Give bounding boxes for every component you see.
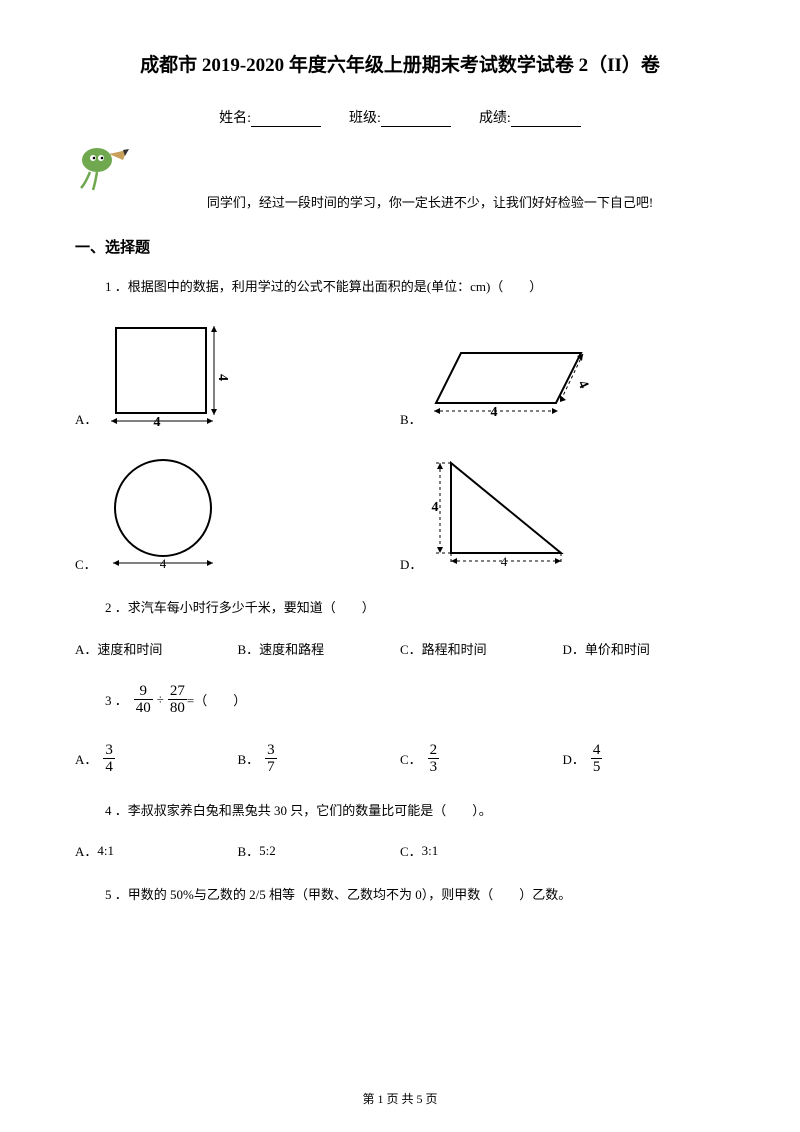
pencil-row: 同学们，经过一段时间的学习，你一定长进不少，让我们好好检验一下自己吧! [75, 142, 725, 211]
q2-opt-c: 路程和时间 [422, 639, 487, 658]
q2-opt-d: 单价和时间 [585, 639, 650, 658]
class-blank[interactable] [381, 113, 451, 127]
q3-opt-c-label: C． [400, 749, 422, 768]
q3-opt-a: 34 [103, 742, 115, 776]
name-label: 姓名: [219, 111, 251, 126]
fig-c-label: C． [75, 554, 97, 573]
svg-text:4: 4 [432, 500, 439, 515]
info-line: 姓名: 班级: 成绩: [75, 107, 725, 127]
name-blank[interactable] [251, 113, 321, 127]
q3-frac1: 940 [134, 683, 153, 717]
q3-opt-d: 45 [591, 742, 603, 776]
q2-opt-a-label: A． [75, 639, 97, 658]
q3-num: 3 ． [105, 690, 128, 709]
fig-b-label: B． [400, 409, 422, 428]
svg-text:4: 4 [574, 378, 591, 391]
q3-opt-b: 37 [265, 742, 277, 776]
svg-text:4: 4 [154, 415, 161, 428]
question-3: 3 ． 940 ÷ 2780 =（ ） [75, 683, 725, 717]
q3-frac2: 2780 [168, 683, 187, 717]
figure-a-square: 4 4 [101, 318, 231, 428]
page-footer: 第 1 页 共 5 页 [0, 1090, 800, 1107]
q3-opt-c: 23 [428, 742, 440, 776]
q2-opt-b: 速度和路程 [259, 639, 324, 658]
figures-row-2: C． 4 D． 4 4 [75, 453, 725, 573]
fig-d-label: D． [400, 554, 422, 573]
svg-text:4: 4 [490, 405, 497, 420]
q3-opt-d-label: D． [563, 749, 585, 768]
score-blank[interactable] [511, 113, 581, 127]
svg-text:4: 4 [159, 556, 166, 571]
q4-opt-c-label: C． [400, 841, 422, 860]
q4-options: A．4:1 B．5:2 C．3:1 [75, 841, 563, 860]
q2-opt-b-label: B． [238, 639, 260, 658]
q3-opt-b-label: B． [238, 749, 260, 768]
q2-opt-d-label: D． [563, 639, 585, 658]
q2-opt-a: 速度和时间 [97, 639, 162, 658]
question-2: 2 ．求汽车每小时行多少千米，要知道（ ） [75, 598, 725, 619]
q4-opt-a-label: A． [75, 841, 97, 860]
q4-opt-b: 5:2 [259, 843, 276, 859]
q4-opt-b-label: B． [238, 841, 260, 860]
q4-opt-c: 3:1 [422, 843, 439, 859]
question-4: 4 ．李叔叔家养白兔和黑兔共 30 只，它们的数量比可能是（ ）。 [75, 801, 725, 822]
fig-a-label: A． [75, 409, 97, 428]
section-heading-1: 一、选择题 [75, 236, 725, 257]
question-1: 1 ．根据图中的数据，利用学过的公式不能算出面积的是(单位：cm)（ ） [75, 277, 725, 298]
figure-b-parallelogram: 4 4 [426, 338, 596, 428]
figure-c-circle: 4 [101, 453, 231, 573]
figures-row-1: A． 4 4 B． 4 4 [75, 318, 725, 428]
q3-opt-a-label: A． [75, 749, 97, 768]
svg-text:4: 4 [501, 554, 508, 569]
question-5: 5 ．甲数的 50%与乙数的 2/5 相等（甲数、乙数均不为 0），则甲数（ ）… [75, 885, 725, 906]
q2-options: A．速度和时间 B．速度和路程 C．路程和时间 D．单价和时间 [75, 639, 725, 658]
class-label: 班级: [349, 111, 381, 126]
q2-opt-c-label: C． [400, 639, 422, 658]
svg-text:4: 4 [215, 374, 230, 381]
q3-options: A． 34 B． 37 C． 23 D． 45 [75, 742, 725, 776]
q3-tail: =（ ） [187, 690, 246, 709]
encourage-text: 同学们，经过一段时间的学习，你一定长进不少，让我们好好检验一下自己吧! [135, 192, 725, 211]
q3-op: ÷ [157, 692, 164, 708]
score-label: 成绩: [479, 111, 511, 126]
figure-d-triangle: 4 4 [426, 453, 576, 573]
q4-opt-a: 4:1 [97, 843, 114, 859]
page-title: 成都市 2019-2020 年度六年级上册期末考试数学试卷 2（II）卷 [75, 50, 725, 77]
pencil-icon [75, 142, 135, 192]
